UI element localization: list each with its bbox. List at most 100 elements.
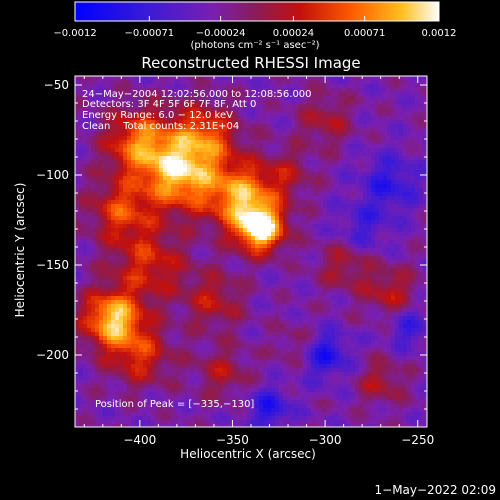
heatmap-cell bbox=[115, 180, 120, 185]
heatmap-cell bbox=[171, 396, 176, 401]
heatmap-cell bbox=[83, 216, 88, 221]
heatmap-cell bbox=[91, 400, 96, 405]
heatmap-cell bbox=[155, 252, 160, 257]
heatmap-cell bbox=[251, 240, 256, 245]
heatmap-cell bbox=[267, 256, 272, 261]
heatmap-cell bbox=[127, 260, 132, 265]
heatmap-cell bbox=[115, 380, 120, 385]
heatmap-cell bbox=[195, 336, 200, 341]
heatmap-cell bbox=[95, 352, 100, 357]
heatmap-cell bbox=[263, 164, 268, 169]
heatmap-cell bbox=[119, 292, 124, 297]
heatmap-cell bbox=[199, 188, 204, 193]
heatmap-cell bbox=[195, 252, 200, 257]
heatmap-cell bbox=[131, 80, 136, 85]
heatmap-cell bbox=[191, 284, 196, 289]
heatmap-cell bbox=[135, 396, 140, 401]
heatmap-cell bbox=[271, 380, 276, 385]
heatmap-cell bbox=[279, 208, 284, 213]
heatmap-cell bbox=[139, 124, 144, 129]
heatmap-cell bbox=[227, 272, 232, 277]
heatmap-cell bbox=[167, 372, 172, 377]
heatmap-cell bbox=[239, 252, 244, 257]
heatmap-cell bbox=[203, 84, 208, 89]
heatmap-cell bbox=[203, 384, 208, 389]
colorbar bbox=[74, 1, 440, 22]
heatmap-cell bbox=[111, 284, 116, 289]
heatmap-cell bbox=[155, 196, 160, 201]
heatmap-cell bbox=[155, 144, 160, 149]
heatmap-cell bbox=[159, 296, 164, 301]
heatmap-cell bbox=[163, 228, 168, 233]
heatmap-cell bbox=[275, 328, 280, 333]
heatmap-cell bbox=[111, 164, 116, 169]
heatmap-cell bbox=[167, 96, 172, 101]
heatmap-cell bbox=[259, 344, 264, 349]
heatmap-cell bbox=[231, 336, 236, 341]
heatmap-cell bbox=[83, 284, 88, 289]
heatmap-cell bbox=[83, 232, 88, 237]
heatmap-cell bbox=[91, 100, 96, 105]
heatmap-cell bbox=[111, 336, 116, 341]
heatmap-cell bbox=[235, 136, 240, 141]
heatmap-cell bbox=[195, 396, 200, 401]
heatmap-cell bbox=[131, 132, 136, 137]
heatmap-cell bbox=[267, 404, 272, 409]
heatmap-cell bbox=[123, 356, 128, 361]
heatmap-cell bbox=[187, 184, 192, 189]
heatmap-cell bbox=[255, 316, 260, 321]
heatmap-cell bbox=[239, 188, 244, 193]
heatmap-cell bbox=[151, 192, 156, 197]
heatmap-cell bbox=[83, 88, 88, 93]
heatmap-cell bbox=[227, 344, 232, 349]
heatmap-cell bbox=[127, 356, 132, 361]
heatmap-cell bbox=[91, 296, 96, 301]
heatmap-cell bbox=[247, 304, 252, 309]
heatmap-cell bbox=[87, 80, 92, 85]
heatmap-cell bbox=[83, 300, 88, 305]
heatmap-cell bbox=[243, 188, 248, 193]
heatmap-cell bbox=[203, 128, 208, 133]
heatmap-cell bbox=[287, 160, 292, 165]
heatmap-cell bbox=[283, 140, 288, 145]
heatmap-cell bbox=[291, 288, 296, 293]
heatmap-cell bbox=[235, 244, 240, 249]
heatmap-cell bbox=[223, 280, 228, 285]
heatmap-cell bbox=[263, 160, 268, 165]
heatmap-cell bbox=[291, 84, 296, 89]
heatmap-cell bbox=[79, 128, 84, 133]
heatmap-cell bbox=[79, 216, 84, 221]
heatmap-cell bbox=[279, 204, 284, 209]
heatmap-cell bbox=[135, 324, 140, 329]
heatmap-cell bbox=[291, 164, 296, 169]
heatmap-cell bbox=[203, 312, 208, 317]
heatmap-cell bbox=[159, 208, 164, 213]
heatmap-cell bbox=[227, 296, 232, 301]
heatmap-cell bbox=[99, 280, 104, 285]
heatmap-cell bbox=[95, 76, 100, 81]
heatmap-cell bbox=[295, 388, 300, 393]
heatmap-cell bbox=[151, 284, 156, 289]
heatmap-cell bbox=[75, 140, 80, 145]
heatmap-cell bbox=[127, 96, 132, 101]
heatmap-cell bbox=[107, 344, 112, 349]
heatmap-cell bbox=[91, 392, 96, 397]
heatmap-cell bbox=[163, 260, 168, 265]
heatmap-cell bbox=[287, 248, 292, 253]
heatmap-cell bbox=[215, 132, 220, 137]
heatmap-cell bbox=[115, 272, 120, 277]
heatmap-cell bbox=[283, 388, 288, 393]
heatmap-cell bbox=[135, 380, 140, 385]
heatmap-cell bbox=[135, 384, 140, 389]
heatmap-cell bbox=[295, 188, 300, 193]
heatmap-cell bbox=[159, 204, 164, 209]
heatmap-cell bbox=[251, 236, 256, 241]
heatmap-cell bbox=[159, 148, 164, 153]
heatmap-cell bbox=[211, 188, 216, 193]
heatmap-cell bbox=[107, 328, 112, 333]
heatmap-cell bbox=[175, 276, 180, 281]
heatmap-cell bbox=[271, 252, 276, 257]
heatmap-cell bbox=[267, 376, 272, 381]
heatmap-cell bbox=[235, 376, 240, 381]
heatmap-cell bbox=[147, 104, 152, 109]
